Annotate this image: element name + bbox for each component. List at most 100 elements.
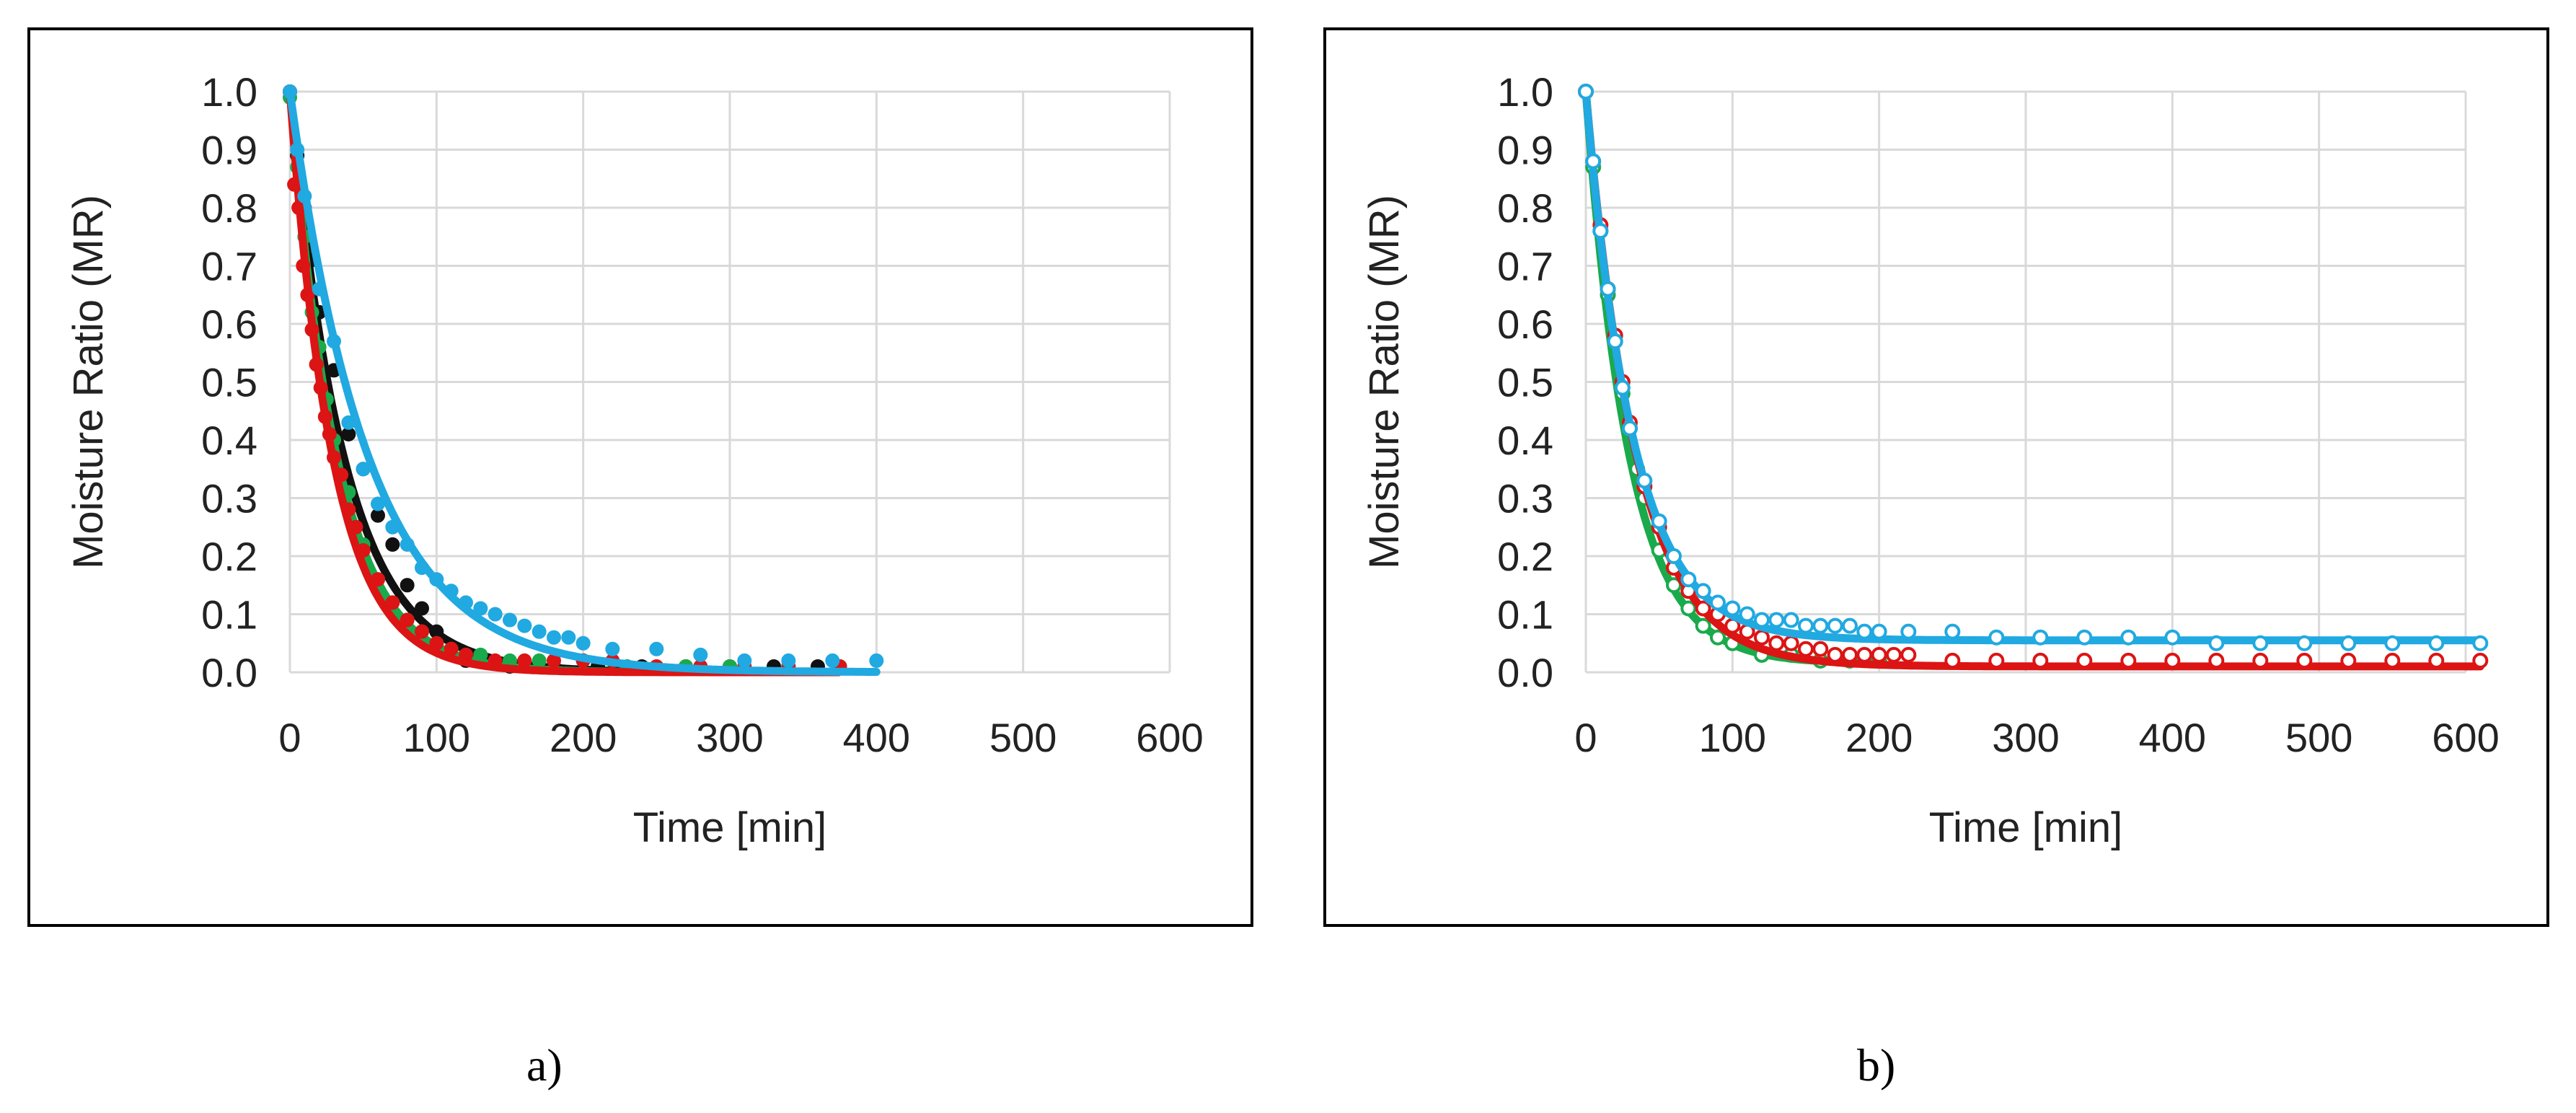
chart-a-point-red bbox=[385, 595, 400, 610]
chart-b-point-blue bbox=[2164, 629, 2181, 646]
chart-b-fit-line-red bbox=[1582, 87, 2484, 671]
chart-b-point-blue bbox=[2120, 629, 2137, 646]
chart-a-grid bbox=[288, 90, 1171, 674]
chart-b-point-red bbox=[2428, 652, 2445, 669]
chart-b-point-blue bbox=[1607, 333, 1623, 350]
chart-a-canvas: 0 100 200 300 400 500 600 0.0 0.1 0.2 0.3 0.4 0.5 0.6… bbox=[65, 69, 1204, 851]
chart-a-point-blue bbox=[297, 188, 312, 203]
chart-b-point-red bbox=[2076, 652, 2093, 669]
chart-a-point-blue bbox=[341, 415, 356, 430]
chart-b-fit-line-blue bbox=[1582, 87, 2484, 645]
chart-a-point-blue bbox=[781, 653, 796, 668]
chart-a-point-green bbox=[473, 647, 488, 662]
chart-a-point-blue bbox=[444, 584, 459, 599]
chart-a-point-red bbox=[400, 612, 415, 628]
chart-b-point-blue bbox=[2296, 635, 2313, 651]
chart-a-point-blue bbox=[312, 281, 327, 296]
chart-b-point-blue bbox=[1739, 606, 1755, 623]
chart-b-point-red bbox=[1856, 646, 1873, 663]
chart-b-point-blue bbox=[1614, 379, 1631, 396]
chart-b-point-blue bbox=[1988, 629, 2005, 646]
chart-a-point-blue bbox=[531, 624, 547, 639]
chart-a-xtick-label: 0 bbox=[278, 715, 301, 760]
chart-b-point-red bbox=[1754, 629, 1770, 646]
chart-a-point-blue bbox=[869, 653, 884, 668]
chart-b-point-red bbox=[2252, 652, 2269, 669]
chart-b-point-green bbox=[1710, 629, 1726, 646]
chart-b-ytick-label: 1.0 bbox=[1497, 69, 1553, 115]
chart-b-point-blue bbox=[1710, 594, 1726, 611]
chart-a-point-blue bbox=[737, 653, 752, 668]
chart-a-point-blue bbox=[561, 630, 576, 645]
chart-a-ytick-label: 0.4 bbox=[201, 418, 257, 463]
chart-a-ytick-label: 0.2 bbox=[201, 534, 257, 579]
chart-b-ytick-label: 0.8 bbox=[1497, 185, 1553, 231]
chart-b-point-red bbox=[1768, 635, 1785, 651]
chart-a-series-blue bbox=[283, 84, 884, 676]
chart-b-ytick-label: 0.2 bbox=[1497, 534, 1553, 579]
chart-b-point-blue bbox=[1798, 617, 1814, 634]
chart-a-point-red bbox=[304, 322, 319, 338]
chart-b-point-red bbox=[1900, 646, 1917, 663]
chart-a-point-blue bbox=[356, 462, 371, 477]
chart-b-point-red bbox=[2340, 652, 2357, 669]
chart-b-xtick-label: 300 bbox=[1992, 715, 2059, 760]
chart-a-point-red bbox=[313, 380, 328, 395]
chart-b-ytick-label: 0.5 bbox=[1497, 360, 1553, 405]
chart-b-point-red bbox=[1988, 652, 2005, 669]
chart-a-point-red bbox=[287, 177, 302, 192]
chart-a-xtick-label: 500 bbox=[989, 715, 1057, 760]
chart-a-point-blue bbox=[693, 647, 708, 662]
chart-b-ylabel: Moisture Ratio (MR) bbox=[1361, 195, 1408, 569]
chart-b-point-red bbox=[2472, 652, 2489, 669]
chart-a-xtick-label: 400 bbox=[843, 715, 910, 760]
chart-a-point-red bbox=[341, 502, 356, 517]
chart-a-point-red bbox=[334, 467, 349, 483]
chart-a-point-blue bbox=[503, 612, 517, 628]
chart-a-ytick-label: 0.5 bbox=[201, 360, 257, 405]
chart-a-point-blue bbox=[385, 519, 400, 534]
chart-b-xtick-label: 200 bbox=[1845, 715, 1913, 760]
chart-a-point-red bbox=[371, 572, 385, 587]
chart-b-point-blue bbox=[1754, 612, 1770, 628]
chart-a-xlabel: Time [min] bbox=[633, 804, 827, 851]
chart-a-point-blue bbox=[290, 142, 305, 157]
chart-a-point-blue bbox=[429, 572, 444, 587]
chart-a-xtick-label: 200 bbox=[550, 715, 617, 760]
chart-b-point-blue bbox=[2472, 635, 2489, 651]
chart-b-point-blue bbox=[1666, 548, 1682, 564]
chart-a-point-blue bbox=[415, 560, 429, 576]
chart-b-point-blue bbox=[1636, 472, 1653, 489]
chart-b-point-blue bbox=[1900, 623, 1917, 640]
chart-a-ytick-label: 0.6 bbox=[201, 302, 257, 347]
chart-a-point-red bbox=[517, 653, 532, 668]
chart-b-point-blue bbox=[1842, 617, 1858, 634]
chart-b-ytick-label: 0.0 bbox=[1497, 650, 1553, 695]
chart-a-point-red bbox=[488, 653, 503, 668]
chart-b-grid bbox=[1584, 90, 2467, 674]
chart-a-point-black bbox=[400, 578, 415, 593]
chart-a-ytick-label: 0.7 bbox=[201, 244, 257, 289]
chart-b-point-blue bbox=[2076, 629, 2093, 646]
chart-b-point-blue bbox=[2208, 635, 2225, 651]
chart-a-series-red bbox=[283, 84, 847, 677]
chart-a-point-blue bbox=[400, 537, 415, 552]
chart-b-point-red bbox=[1798, 641, 1814, 657]
chart-b-point-blue bbox=[2384, 635, 2401, 651]
chart-a-point-red bbox=[317, 409, 332, 424]
chart-a-ytick-label: 1.0 bbox=[201, 69, 257, 115]
chart-a-point-red bbox=[356, 542, 371, 558]
chart-b-point-blue bbox=[1600, 281, 1616, 297]
chart-b-point-blue bbox=[1578, 84, 1594, 100]
chart-a-point-red bbox=[459, 647, 473, 662]
chart-b-ytick-label: 0.4 bbox=[1497, 418, 1553, 463]
chart-a-point-black bbox=[415, 601, 429, 616]
chart-a-point-red bbox=[429, 635, 444, 651]
chart-a-point-red bbox=[327, 450, 341, 465]
chart-b-point-red bbox=[1783, 635, 1799, 651]
chart-a-point-blue bbox=[605, 641, 620, 656]
chart-b-ytick-label: 0.3 bbox=[1497, 476, 1553, 522]
chart-b-point-red bbox=[2208, 652, 2225, 669]
chart-b-point-green bbox=[1695, 617, 1711, 634]
chart-a-point-red bbox=[322, 426, 337, 441]
